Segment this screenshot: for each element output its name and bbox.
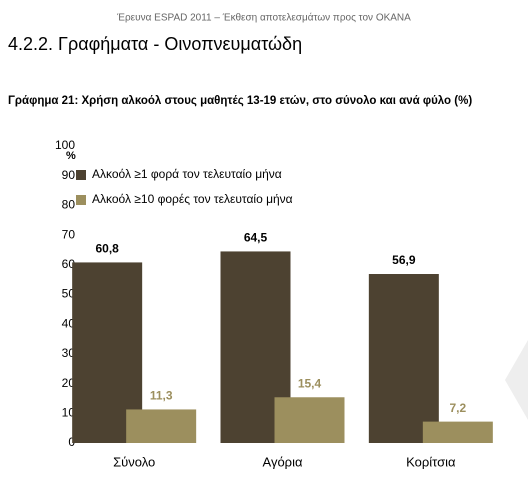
y-unit-label: % [66, 150, 76, 162]
y-tick-label: 50 [62, 287, 76, 301]
x-tick-label: Κορίτσια [406, 454, 456, 469]
value-label: 7,2 [449, 401, 466, 415]
y-tick-label: 30 [62, 346, 76, 360]
value-label: 11,3 [150, 389, 173, 403]
running-title: Έρευνα ESPAD 2011 – Έκθεση αποτελεσμάτων… [116, 12, 411, 24]
x-tick-label: Σύνολο [113, 454, 155, 469]
y-tick-label: 20 [62, 376, 76, 390]
bar [368, 274, 439, 443]
value-label: 15,4 [298, 376, 322, 390]
x-tick-label: Αγόρια [263, 454, 303, 469]
y-tick-label: 10 [62, 405, 76, 419]
y-tick-label: 80 [62, 198, 76, 212]
legend-swatch [76, 195, 86, 205]
y-tick-label: 60 [62, 257, 76, 271]
legend-label: Αλκοόλ ≥10 φορές τον τελευταίο μήνα [92, 192, 293, 206]
y-tick-label: 0 [68, 435, 75, 449]
y-tick-label: 100 [55, 138, 75, 152]
bar [422, 421, 493, 443]
legend-swatch [76, 170, 86, 180]
y-tick-label: 90 [62, 168, 76, 182]
y-tick-label: 70 [62, 227, 76, 241]
chart-title: Γράφημα 21: Χρήση αλκοόλ στους μαθητές 1… [8, 95, 473, 107]
value-label: 56,9 [392, 253, 416, 267]
value-label: 64,5 [244, 231, 268, 245]
bar [126, 409, 197, 443]
value-label: 60,8 [95, 242, 119, 256]
section-title: 4.2.2. Γραφήματα - Οινοπνευματώδη [8, 34, 302, 54]
bar [274, 397, 345, 443]
y-tick-label: 40 [62, 316, 76, 330]
chart-title-box: Γράφημα 21: Χρήση αλκοόλ στους μαθητές 1… [8, 95, 473, 107]
legend-label: Αλκοόλ ≥1 φορά τον τελευταίο μήνα [92, 167, 282, 181]
decor-triangle [505, 340, 528, 420]
